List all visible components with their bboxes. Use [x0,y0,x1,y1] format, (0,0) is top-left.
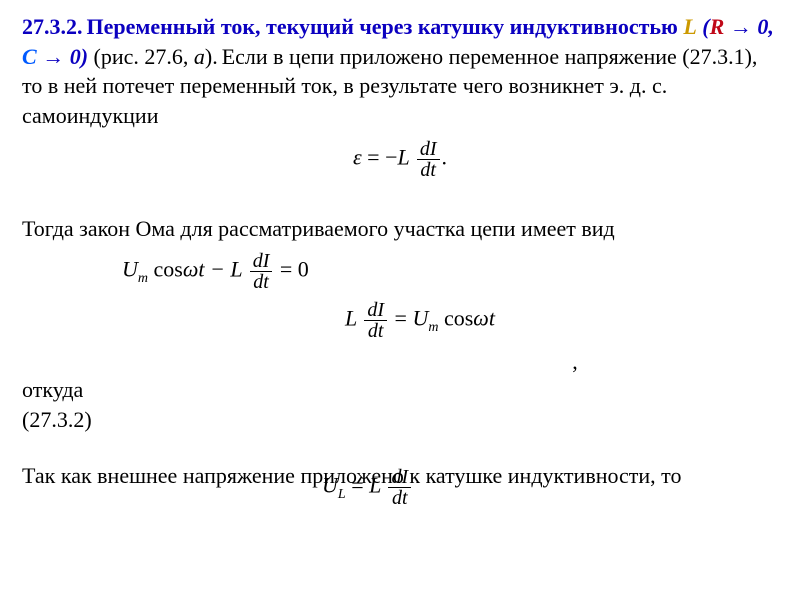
para3a: откуда [22,375,778,405]
eq2a-omega: ω [183,257,199,282]
eq2b-L: L [345,306,357,331]
title-text: Переменный ток, текущий через катушку ин… [87,14,678,39]
eq2a-cos: cos [148,257,183,282]
eq3-frac: dI dt [388,467,411,508]
eq2b-num: dI [364,300,387,321]
eq2a-den: dt [250,272,273,292]
eq2a-sub-m: m [138,271,148,286]
physics-textbook-page: 27.3.2. Переменный ток, текущий через ка… [0,0,800,600]
eq2b-frac: dI dt [364,300,387,341]
eq3-sub-L: L [338,487,346,502]
eq2a-zero: = 0 [274,257,308,282]
para4a: Так как внешнее напряжение [22,463,300,488]
eq1-frac: dI dt [417,139,440,180]
cond-open: ( [702,14,709,39]
eq1-L: L [397,144,409,169]
variable-C: C [22,44,37,69]
para3b: (27.3.2) [22,405,778,435]
eq3-Lvar: L [369,472,381,497]
cond-r-arrow: → 0, [730,14,774,39]
eq2b-den: dt [364,321,387,341]
spacer [22,188,778,214]
eq3-num: dI [388,467,411,488]
eq2a-frac: dI dt [250,251,273,292]
eq1-den: dt [417,160,440,180]
eq3-U: U [322,472,338,497]
eq2b-equals: = [389,306,412,331]
comma-line: , [22,349,778,375]
eq1-period: . [442,144,448,169]
comma: , [572,349,578,374]
equation-ohm-b: L dI dt = Um cosωt [22,300,778,341]
section-number: 27.3.2. [22,14,83,39]
eq2b-U: U [412,306,428,331]
equation-ohm-a: Um cosωt − L dI dt = 0 [22,251,778,292]
eq2b-sub-m: m [428,320,438,335]
fig-ref-a: а [194,44,205,69]
eq1-num: dI [417,139,440,160]
eq2a-L: L [230,257,242,282]
eq3-equals: = [346,472,369,497]
equation-UL: UL = L dI dt [322,467,413,508]
eq2b-omega: ω [473,306,489,331]
eq1-equals: = − [362,144,398,169]
variable-L: L [683,14,696,39]
eq2a-U: U [122,257,138,282]
spacer2 [22,435,778,461]
para4-wrapper: Так как внешнее напряжение приложено к к… [22,461,778,491]
epsilon: ε [353,144,362,169]
cond-c-arrow: → 0) [42,44,88,69]
eq2b-cos: cos [438,306,473,331]
equation-emf: ε = −L dI dt . [22,139,778,180]
fig-ref-close: ). [205,44,218,69]
eq3-den: dt [388,488,411,508]
eq2a-t: t − [198,257,230,282]
eq2b-t: t [489,306,495,331]
fig-ref: (рис. 27.6, [94,44,194,69]
para2: Тогда закон Ома для рассматриваемого уча… [22,214,778,244]
variable-R: R [710,14,725,39]
intro-paragraph: 27.3.2. Переменный ток, текущий через ка… [22,12,778,131]
eq2a-num: dI [250,251,273,272]
